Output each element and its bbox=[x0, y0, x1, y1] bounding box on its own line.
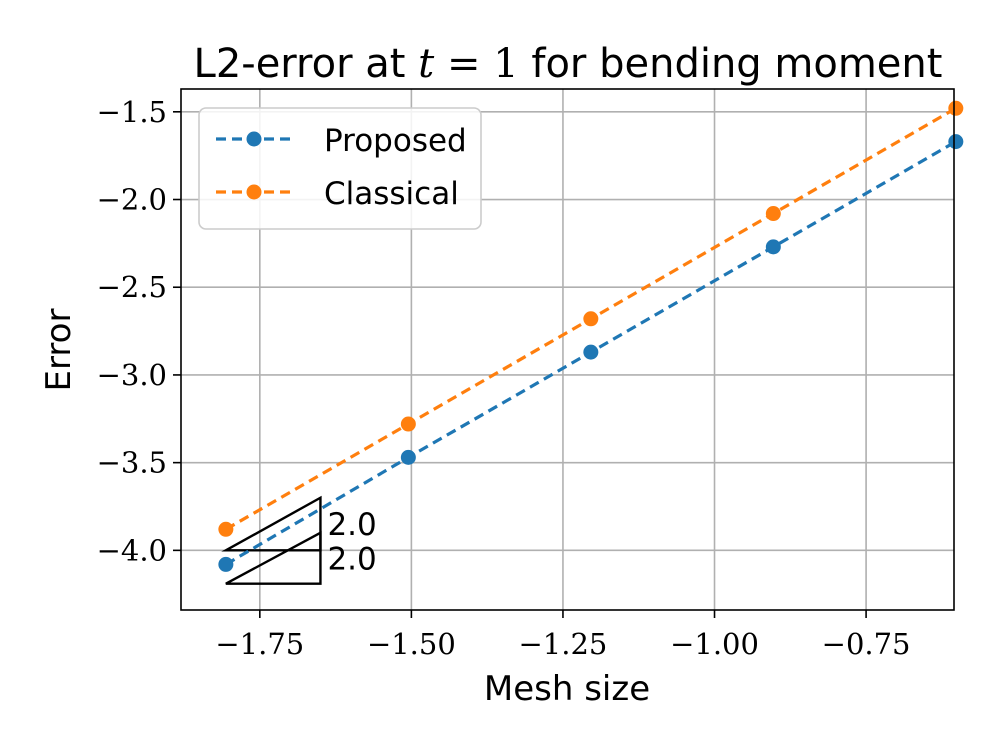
slope-label: 2.0 bbox=[327, 541, 376, 577]
y-tick-label: −3.5 bbox=[97, 446, 167, 480]
y-tick-label: −1.5 bbox=[97, 95, 167, 129]
legend: Proposed Classical bbox=[198, 107, 482, 230]
data-point-proposed bbox=[583, 344, 599, 360]
x-axis-ticks: −1.75 −1.50 −1.25 −1.00 −0.75 bbox=[215, 610, 911, 661]
series-classical bbox=[218, 100, 964, 537]
data-point-classical bbox=[583, 311, 599, 327]
x-tick-label: −1.25 bbox=[519, 627, 608, 661]
legend-entry-classical: Classical bbox=[216, 176, 459, 212]
chart-title-math-eq: = 1 bbox=[434, 41, 518, 87]
x-tick-label: −0.75 bbox=[822, 627, 911, 661]
legend-entry-proposed: Proposed bbox=[216, 123, 467, 159]
legend-marker-proposed bbox=[246, 131, 262, 147]
grid-lines bbox=[181, 89, 954, 610]
legend-marker-classical bbox=[246, 184, 262, 200]
x-tick-label: −1.50 bbox=[367, 627, 456, 661]
slope-triangle bbox=[225, 530, 322, 585]
data-point-proposed bbox=[218, 556, 234, 572]
y-tick-label: −3.0 bbox=[97, 358, 167, 392]
data-point-proposed bbox=[765, 239, 781, 255]
chart-title-suffix: for bending moment bbox=[519, 41, 943, 87]
data-point-classical bbox=[218, 521, 234, 537]
slope-label: 2.0 bbox=[327, 507, 376, 543]
plot-frame bbox=[180, 88, 955, 611]
x-tick-label: −1.00 bbox=[670, 627, 759, 661]
data-point-proposed bbox=[400, 449, 416, 465]
data-point-classical bbox=[765, 206, 781, 222]
x-axis-label: Mesh size bbox=[484, 669, 650, 709]
chart-title-math-var: t bbox=[418, 41, 435, 87]
data-point-proposed bbox=[948, 134, 964, 150]
y-tick-label: −4.0 bbox=[97, 533, 167, 567]
y-tick-label: −2.0 bbox=[97, 183, 167, 217]
slope-triangle bbox=[221, 495, 322, 552]
chart-title-prefix: L2-error at bbox=[194, 41, 419, 87]
legend-label-classical: Classical bbox=[324, 176, 459, 212]
data-point-classical bbox=[400, 416, 416, 432]
chart-title: L2-error at t = 1 for bending moment bbox=[194, 41, 943, 87]
series-proposed bbox=[218, 134, 964, 572]
data-series bbox=[218, 100, 964, 572]
data-point-classical bbox=[948, 100, 964, 116]
legend-label-proposed: Proposed bbox=[324, 123, 467, 159]
y-axis-label: Error bbox=[39, 309, 79, 392]
x-tick-label: −1.75 bbox=[215, 627, 304, 661]
y-tick-label: −2.5 bbox=[97, 270, 167, 304]
slope-triangles: 2.02.0 bbox=[221, 495, 377, 585]
y-axis-ticks: −1.5 −2.0 −2.5 −3.0 −3.5 −4.0 bbox=[97, 95, 181, 567]
